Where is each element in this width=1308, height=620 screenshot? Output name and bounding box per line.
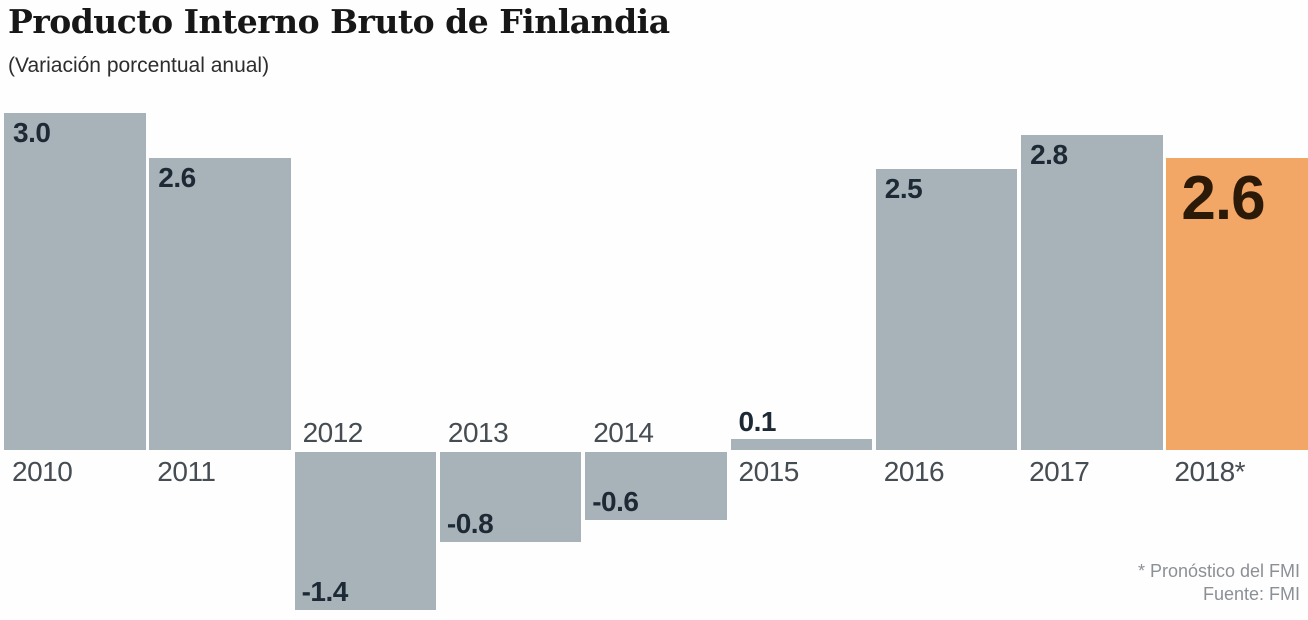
bar-2012: [294, 452, 437, 610]
year-label-2018: 2018*: [1174, 456, 1246, 487]
bar-value-label: 2.6: [158, 161, 196, 193]
chart-title: Producto Interno Bruto de Finlandia: [8, 2, 670, 41]
chart-subtitle: (Variación porcentual anual): [8, 54, 270, 77]
bar-2010: [4, 112, 146, 450]
footnote-source: Fuente: FMI: [1202, 584, 1300, 604]
bar-2018: [1166, 157, 1308, 450]
bar-2015: [730, 438, 872, 450]
year-label-2012: 2012: [302, 417, 364, 448]
bar-2017: [1021, 135, 1163, 450]
year-label-2017: 2017: [1029, 456, 1090, 487]
year-label-2011: 2011: [157, 456, 216, 487]
year-label-2010: 2010: [12, 456, 73, 487]
bar-value-label: 3.0: [13, 116, 51, 148]
footnote-forecast-note: * Pronóstico del FMI: [1137, 561, 1300, 581]
bar-value-label: -0.8: [446, 508, 494, 539]
bar-2013: [439, 452, 582, 542]
bar-2011: [149, 157, 291, 450]
bar-value-label: 2.6: [1181, 163, 1265, 233]
footnote: * Pronóstico del FMI Fuente: FMI: [1138, 560, 1300, 606]
bar-2014: [585, 452, 727, 520]
year-label-2015: 2015: [738, 456, 800, 487]
bar-value-label: 0.1: [738, 405, 777, 437]
bar-value-label: -0.6: [592, 485, 639, 517]
year-label-2013: 2013: [447, 417, 509, 448]
year-label-2016: 2016: [883, 456, 945, 487]
bar-2016: [875, 168, 1018, 450]
bar-value-label: 2.5: [884, 172, 923, 204]
bar-value-label: -1.4: [301, 575, 349, 607]
bar-value-label: 2.8: [1030, 139, 1068, 170]
year-label-2014: 2014: [593, 417, 654, 448]
